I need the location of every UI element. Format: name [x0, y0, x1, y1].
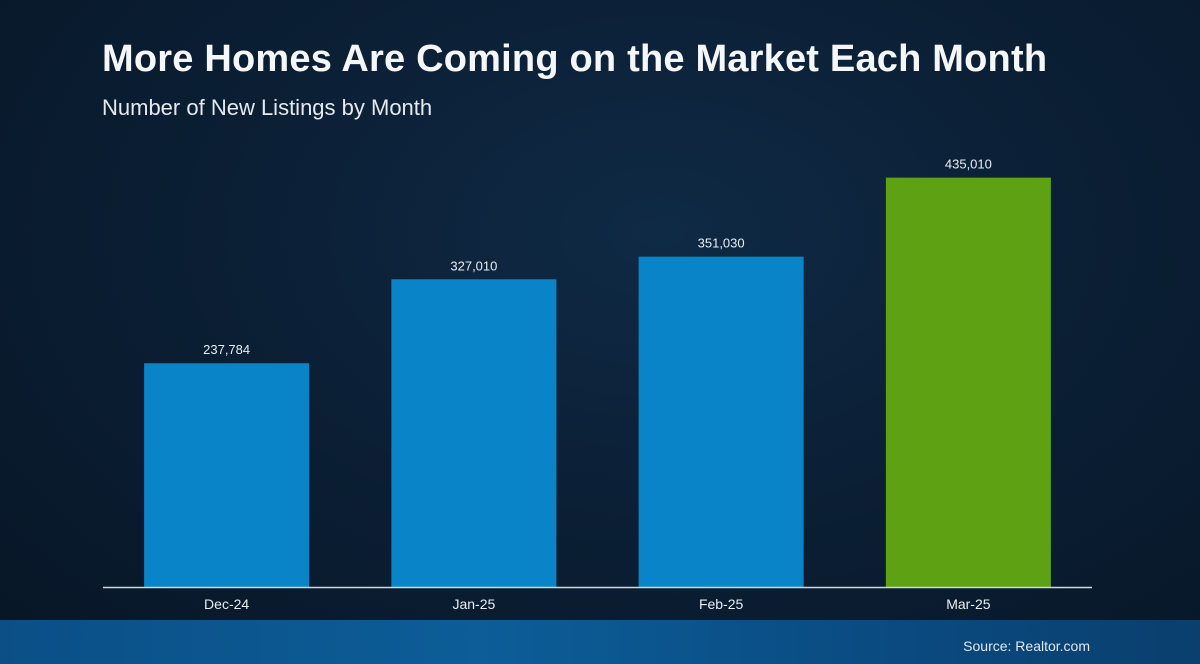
bar-value-label: 327,010 — [450, 258, 497, 273]
bar-dec-24 — [144, 363, 310, 587]
bar-chart: 237,784 Dec-24 327,010 Jan-25 351,030 Feb-25 4… — [103, 157, 1092, 612]
bar-mar-25 — [885, 177, 1051, 587]
chart-title: More Homes Are Coming on the Market Each… — [102, 38, 1048, 80]
bar-value-label: 351,030 — [698, 236, 745, 251]
x-tick-label: Mar-25 — [946, 596, 991, 612]
bar-jan-25 — [391, 279, 557, 587]
x-tick-label: Jan-25 — [452, 596, 495, 612]
x-tick-label: Feb-25 — [699, 596, 744, 612]
source-note: Source: Realtor.com — [963, 638, 1090, 654]
chart-subtitle: Number of New Listings by Month — [102, 95, 433, 120]
bar-value-label: 435,010 — [945, 157, 992, 172]
x-tick-label: Dec-24 — [204, 596, 249, 612]
bar-feb-25 — [638, 256, 804, 587]
bar-value-label: 237,784 — [203, 342, 250, 357]
footer-band — [0, 620, 1200, 664]
